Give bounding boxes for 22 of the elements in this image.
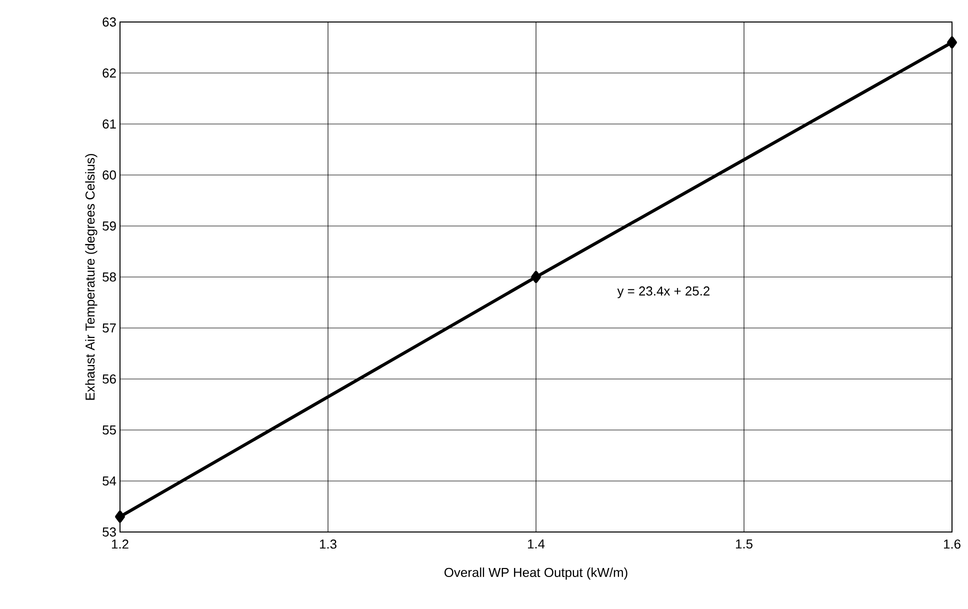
x-tick-label: 1.3 [320, 540, 336, 549]
point [115, 510, 125, 523]
point [947, 36, 957, 48]
y-tick-label: 54 [102, 476, 116, 486]
y-tick-label: 55 [102, 425, 116, 435]
y-tick-label: 57 [102, 323, 116, 333]
point [531, 270, 541, 284]
y-tick-label: 60 [102, 170, 116, 180]
y-tick-label: 56 [102, 374, 116, 384]
annotation: y = 23.4x + 25.2 [617, 286, 710, 298]
x-tick-label: 1.4 [528, 540, 545, 548]
y-tick-label: 58 [102, 272, 116, 282]
x-tick-label: 1.2 [112, 540, 128, 549]
x-tick-label: 1.6 [944, 540, 960, 549]
y-tick-label: 62 [102, 68, 116, 78]
y-tick-label: 63 [102, 17, 116, 27]
y-tick-label: 53 [102, 527, 116, 537]
y-tick-label: 61 [102, 119, 116, 129]
x-axis-title: Overall WP Heat Output (kW/m) [444, 568, 628, 580]
y-axis-title: Exhaust Air Temperature (degrees Celsius) [85, 154, 98, 400]
y-tick-label: 59 [102, 221, 116, 231]
x-tick-label: 1.5 [736, 540, 752, 549]
